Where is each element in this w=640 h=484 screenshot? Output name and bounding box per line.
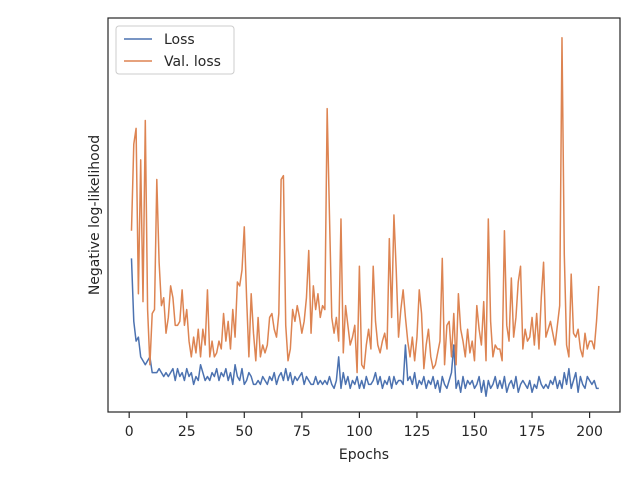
legend-label: Val. loss [164,54,221,70]
data-line [130,36,600,374]
legend-box [115,25,235,75]
x-tick-label: 100 [346,424,373,440]
legend: Loss Val. loss [115,25,235,75]
legend-label: Loss [164,32,195,48]
x-tick-label: 0 [125,424,134,440]
x-tick-label: 75 [293,424,311,440]
y-axis-label: Negative log-likelihood [87,135,103,295]
x-tick-label: 25 [178,424,196,440]
x-tick-label: 50 [235,424,253,440]
x-tick-label: 150 [461,424,488,440]
x-tick-label: 175 [519,424,546,440]
x-tick-label: 200 [576,424,603,440]
plot-frame [107,17,621,413]
x-axis-label: Epochs [339,447,389,463]
x-tick-label: 125 [404,424,431,440]
data-line [130,258,599,397]
